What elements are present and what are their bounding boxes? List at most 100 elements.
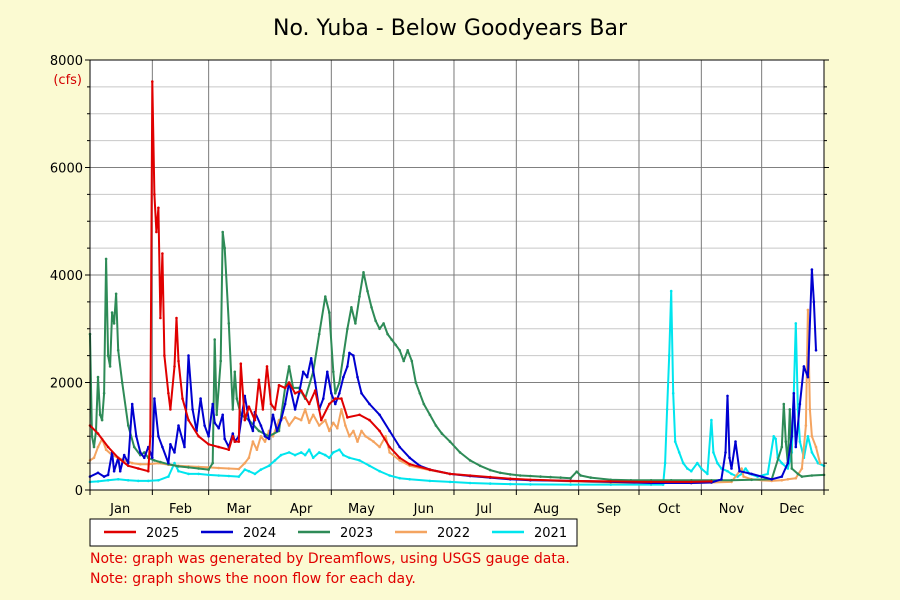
data-point <box>328 311 331 314</box>
data-point <box>488 468 492 472</box>
data-point <box>468 481 472 485</box>
data-point <box>609 483 613 486</box>
data-point <box>269 402 273 406</box>
data-point <box>237 475 241 478</box>
data-point <box>663 461 667 465</box>
data-point <box>710 418 713 422</box>
data-point <box>320 418 323 422</box>
data-point <box>569 476 572 480</box>
data-point <box>804 424 808 427</box>
data-point <box>92 445 96 449</box>
data-point <box>712 451 715 454</box>
data-point <box>780 445 784 449</box>
data-point <box>332 370 335 374</box>
data-point <box>710 480 713 483</box>
data-point <box>104 448 108 452</box>
data-point <box>233 440 237 443</box>
data-point <box>346 327 349 331</box>
data-point <box>147 469 150 473</box>
data-point <box>98 413 102 417</box>
series-2021 <box>88 289 826 486</box>
data-point <box>488 475 492 479</box>
data-point <box>358 295 361 298</box>
data-point <box>488 482 492 485</box>
data-point <box>287 424 291 427</box>
data-point <box>348 435 351 438</box>
data-point <box>143 451 146 454</box>
data-point <box>261 408 265 411</box>
data-point <box>108 365 112 368</box>
data-point <box>90 435 94 438</box>
data-point <box>468 459 472 462</box>
data-point <box>287 365 291 368</box>
data-point <box>271 413 275 417</box>
data-point <box>549 475 552 479</box>
x-tick-label: Nov <box>719 502 745 517</box>
legend-label: 2024 <box>243 526 276 541</box>
series-2025 <box>88 80 713 484</box>
data-point <box>812 300 816 304</box>
data-point <box>669 289 673 293</box>
x-tick-label: Feb <box>169 502 192 517</box>
data-point <box>332 451 335 454</box>
data-point <box>384 435 387 438</box>
data-point <box>509 473 512 476</box>
data-point <box>211 402 214 406</box>
data-point <box>257 429 261 433</box>
data-point <box>104 257 108 261</box>
data-point <box>458 451 462 454</box>
data-point <box>157 435 160 438</box>
data-point <box>700 467 703 470</box>
data-point <box>742 475 745 478</box>
data-point <box>706 472 709 476</box>
data-point <box>106 479 110 482</box>
data-point <box>322 397 325 400</box>
data-point <box>356 375 359 379</box>
data-point <box>338 381 341 384</box>
data-point <box>287 451 291 454</box>
data-point <box>750 478 753 482</box>
data-point <box>267 464 271 468</box>
data-point <box>167 461 170 465</box>
data-point <box>348 456 351 460</box>
data-point <box>559 476 562 479</box>
data-point <box>317 332 321 336</box>
data-point <box>227 448 231 452</box>
x-tick-label: Jan <box>109 502 130 517</box>
data-point <box>277 429 281 433</box>
data-point <box>726 394 729 398</box>
data-point <box>579 474 582 477</box>
data-point <box>328 429 331 433</box>
data-point <box>808 408 812 411</box>
data-point <box>798 440 802 443</box>
data-point <box>139 451 142 454</box>
data-point <box>398 476 402 480</box>
data-point <box>398 456 402 460</box>
data-point <box>818 461 822 465</box>
data-point <box>233 370 237 374</box>
data-point <box>307 402 311 406</box>
data-point <box>243 418 247 422</box>
data-point <box>422 402 426 406</box>
data-point <box>728 456 731 460</box>
data-point <box>100 418 104 422</box>
data-point <box>786 467 790 470</box>
data-point <box>374 319 377 323</box>
data-point <box>468 474 472 477</box>
data-point <box>155 230 158 234</box>
data-point <box>251 440 255 443</box>
data-point <box>806 375 810 379</box>
data-point <box>106 473 110 477</box>
data-point <box>259 435 263 438</box>
data-point <box>334 402 337 406</box>
data-point <box>408 456 412 460</box>
data-point <box>428 479 432 483</box>
y-tick-label: 6000 <box>50 162 83 177</box>
data-point <box>816 461 820 465</box>
series-lines <box>88 80 826 486</box>
data-point <box>283 402 287 406</box>
x-tick-label: Dec <box>779 502 804 517</box>
data-point <box>734 440 737 443</box>
data-point <box>398 459 402 462</box>
